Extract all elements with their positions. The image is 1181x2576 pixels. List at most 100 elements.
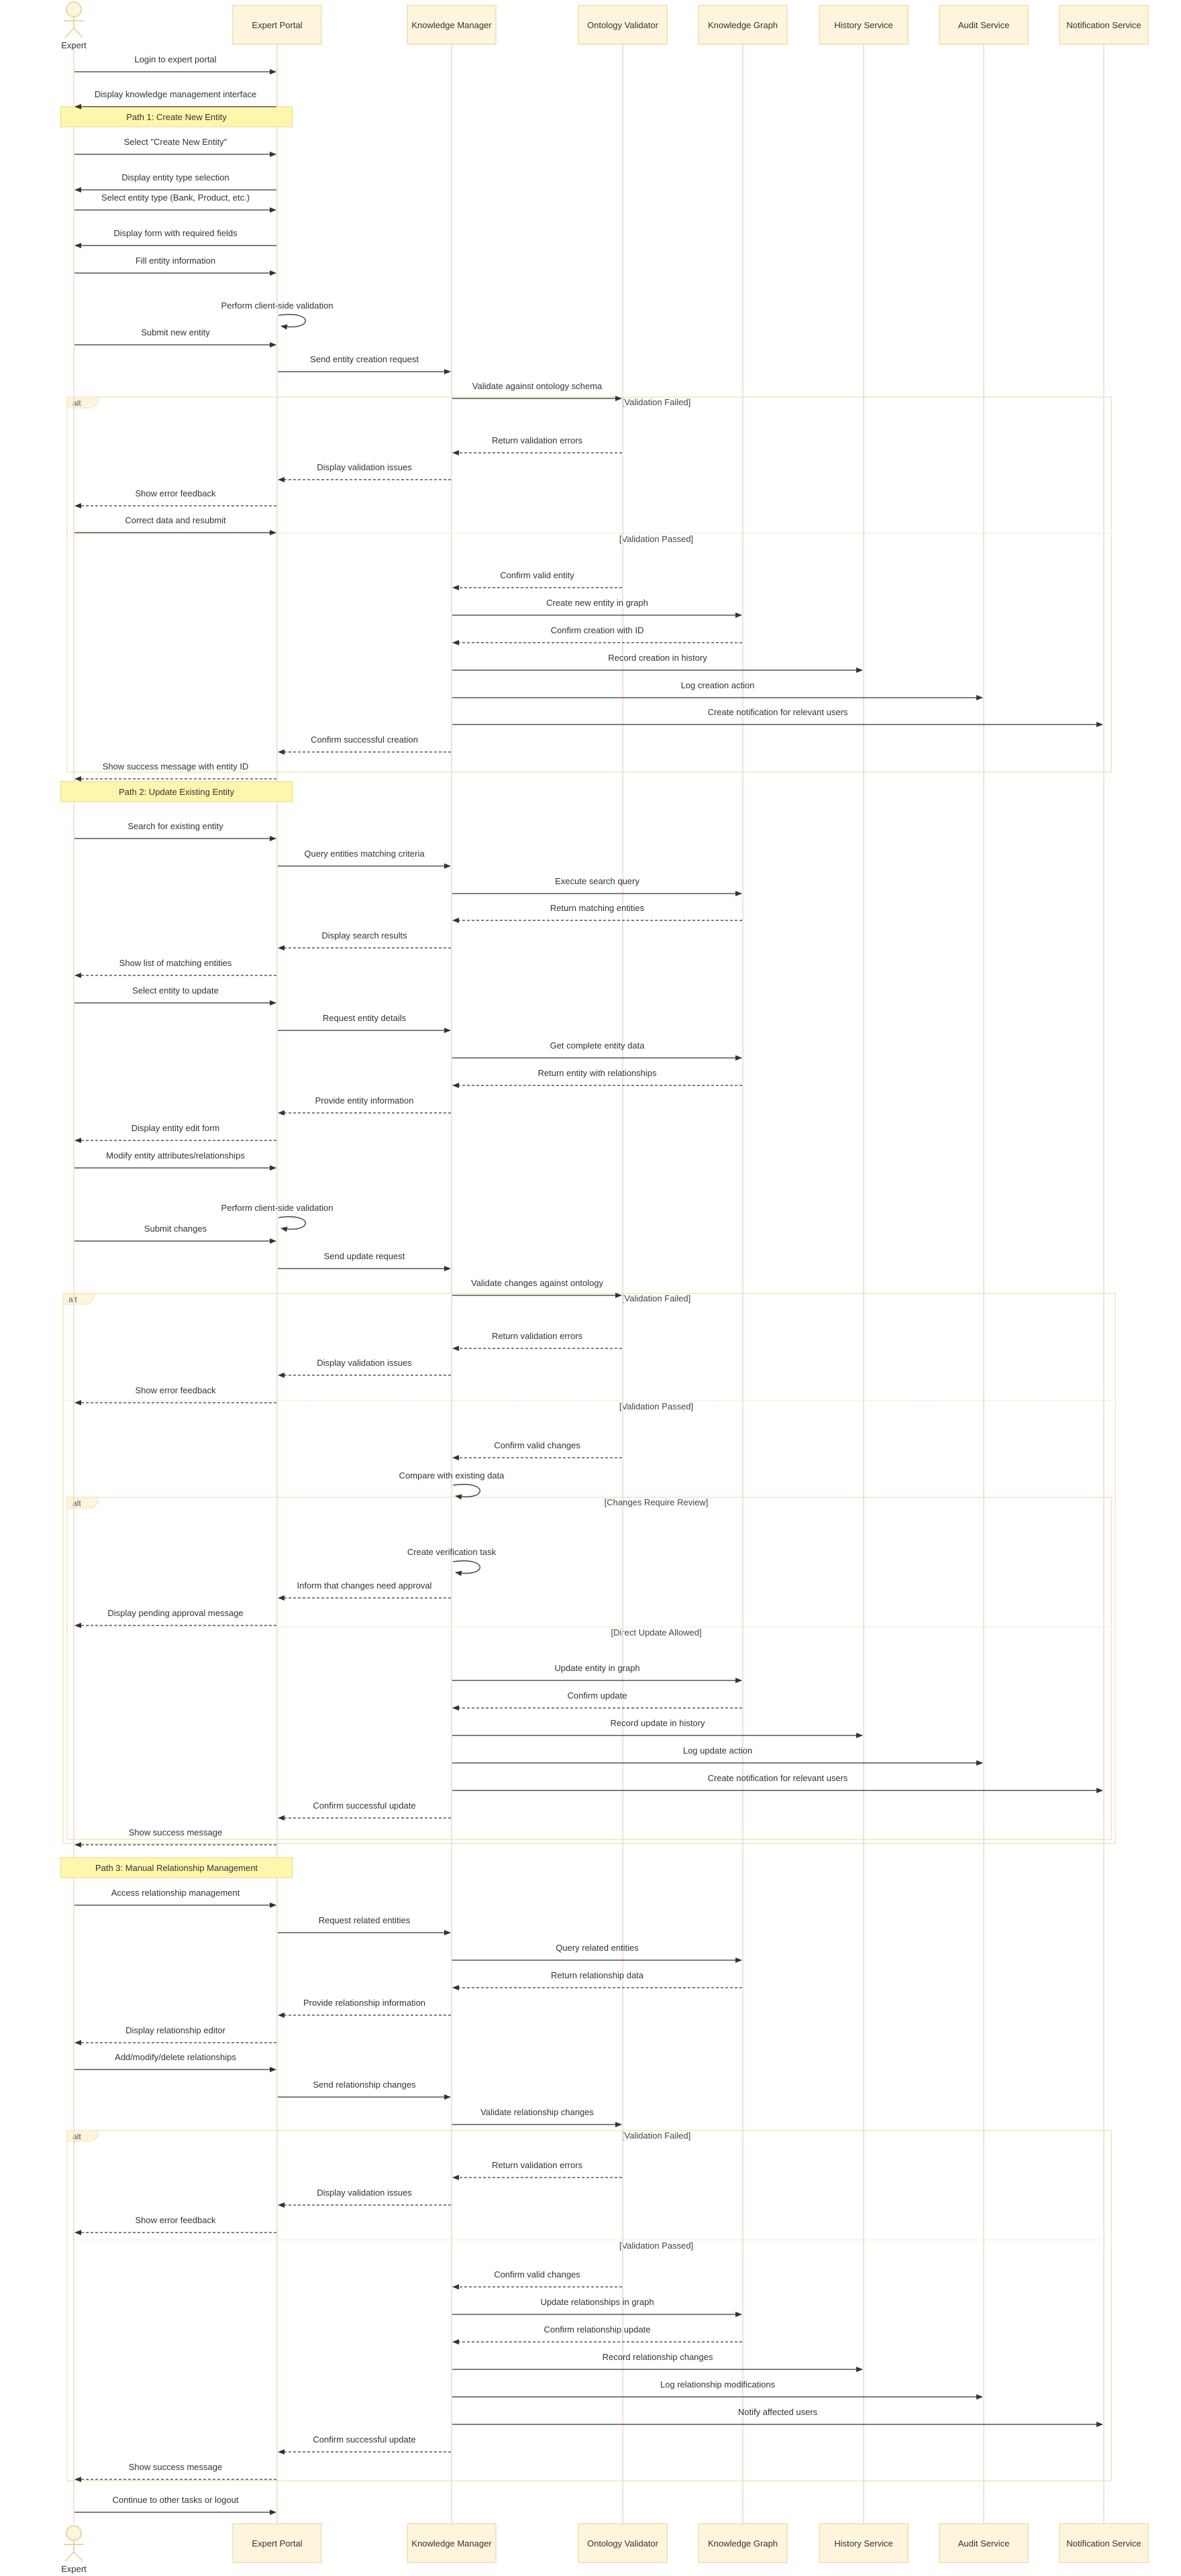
participant-expert-bottom: Expert xyxy=(61,2525,87,2574)
message-label: Confirm valid changes xyxy=(494,2269,580,2279)
message-get-complete-entity-data: Get complete entity data xyxy=(452,1040,742,1061)
message-label: Validate changes against ontology xyxy=(471,1278,604,1288)
message-access-relationship-management: Access relationship management xyxy=(74,1888,276,1908)
message-label: Query related entities xyxy=(556,1943,639,1953)
actor-leg-icon xyxy=(73,2551,83,2562)
message-confirm-successful-creation: Confirm successful creation xyxy=(278,735,451,755)
participant-label: Audit Service xyxy=(958,2538,1010,2548)
participant-label: Audit Service xyxy=(958,20,1010,30)
messages-layer: Login to expert portal Display knowledge … xyxy=(74,54,1103,2515)
message-validate-relationship-changes: Validate relationship changes xyxy=(452,2107,622,2127)
message-label: Display relationship editor xyxy=(125,2025,226,2035)
alt-keyword: alt xyxy=(68,1295,77,1304)
message-label: Create new entity in graph xyxy=(546,598,648,608)
participants-layer: Expert Expert Expert Portal Expert Portal Kn… xyxy=(61,1,1149,2574)
self-message-arrow xyxy=(278,314,306,330)
message-validate-against-ontology-schema: Validate against ontology schema xyxy=(452,381,622,401)
note-label: Path 2: Update Existing Entity xyxy=(119,787,234,797)
message-label: Return relationship data xyxy=(551,1970,644,1980)
message-label: Validate relationship changes xyxy=(480,2107,594,2117)
message-compare-with-existing-data: Compare with existing data xyxy=(399,1470,505,1500)
message-label: Return matching entities xyxy=(550,903,645,913)
message-create-verification-task: Create verification task xyxy=(407,1547,497,1576)
message-label: Update relationships in graph xyxy=(540,2297,654,2307)
message-display-pending-approval-message: Display pending approval message xyxy=(74,1608,276,1628)
alt-frame-border xyxy=(66,396,1112,773)
message-label: Get complete entity data xyxy=(550,1040,646,1051)
message-display-validation-issues: Display validation issues xyxy=(278,1358,451,1378)
message-record-creation-in-history: Record creation in history xyxy=(452,653,863,673)
participant-label: Ontology Validator xyxy=(587,2538,659,2548)
alt-frame-tag xyxy=(66,2130,99,2142)
message-label: Submit changes xyxy=(144,1224,207,1234)
note-path3: Path 3: Manual Relationship Management xyxy=(60,1857,293,1878)
message-provide-relationship-information: Provide relationship information xyxy=(278,1998,451,2018)
participant-ov-bottom: Ontology Validator xyxy=(578,2523,668,2563)
message-label: Perform client-side validation xyxy=(221,301,333,311)
participant-box xyxy=(819,2523,909,2563)
participant-box xyxy=(819,5,909,45)
participant-as-top: Audit Service xyxy=(939,5,1029,45)
message-send-entity-creation-request: Send entity creation request xyxy=(278,354,451,374)
message-label: Confirm successful update xyxy=(313,1801,415,1811)
message-label: Display entity type selection xyxy=(121,172,229,182)
note-path2: Path 2: Update Existing Entity xyxy=(60,781,293,802)
message-request-related-entities: Request related entities xyxy=(278,1915,451,1935)
message-record-relationship-changes: Record relationship changes xyxy=(452,2352,863,2372)
participant-km-bottom: Knowledge Manager xyxy=(407,2523,497,2563)
message-return-entity-with-relationships: Return entity with relationships xyxy=(452,1068,742,1088)
message-show-success-message-with-entity-id: Show success message with entity ID xyxy=(74,761,276,782)
message-label: Record creation in history xyxy=(608,653,707,663)
message-confirm-update: Confirm update xyxy=(452,1690,742,1711)
message-label: Show error feedback xyxy=(136,488,216,498)
message-label: Provide entity information xyxy=(315,1095,414,1106)
message-return-validation-errors: Return validation errors xyxy=(452,2160,622,2180)
alt-condition: [Changes Require Review] xyxy=(605,1497,709,1507)
alt-keyword: alt xyxy=(72,398,81,408)
message-label: Login to expert portal xyxy=(134,54,216,64)
message-label: Request entity details xyxy=(323,1013,407,1023)
message-label: Access relationship management xyxy=(111,1888,240,1898)
participant-hs-top: History Service xyxy=(819,5,909,45)
alt-condition: [Validation Passed] xyxy=(619,1401,693,1411)
message-modify-entity-attributes-relationships: Modify entity attributes/relationships xyxy=(74,1150,276,1171)
note-path1: Path 1: Create New Entity xyxy=(60,106,293,127)
message-label: Send update request xyxy=(324,1251,405,1261)
message-label: Show list of matching entities xyxy=(119,958,232,968)
message-label: Create verification task xyxy=(407,1547,497,1557)
message-update-relationships-in-graph: Update relationships in graph xyxy=(452,2297,742,2317)
participant-box xyxy=(939,2523,1029,2563)
participant-ov-top: Ontology Validator xyxy=(578,5,668,45)
participant-label: Knowledge Manager xyxy=(411,20,492,30)
message-label: Create notification for relevant users xyxy=(708,707,848,717)
participant-portal-top: Expert Portal xyxy=(232,5,322,45)
message-display-knowledge-management-interface: Display knowledge management interface xyxy=(74,89,276,109)
note-label: Path 1: Create New Entity xyxy=(126,112,227,122)
message-label: Execute search query xyxy=(555,876,639,886)
participant-label: Expert Portal xyxy=(252,2538,302,2548)
message-label: Add/modify/delete relationships xyxy=(115,2052,236,2062)
message-label: Display search results xyxy=(321,930,407,941)
participant-label: Expert Portal xyxy=(252,20,302,30)
message-record-update-in-history: Record update in history xyxy=(452,1718,863,1738)
alt-condition: [Direct Update Allowed] xyxy=(611,1627,701,1638)
message-display-entity-edit-form: Display entity edit form xyxy=(74,1123,276,1143)
alt-frame-tag xyxy=(66,396,99,409)
message-label: Return entity with relationships xyxy=(537,1068,657,1078)
participant-box xyxy=(698,5,788,45)
message-label: Perform client-side validation xyxy=(221,1203,333,1213)
alt-keyword: alt xyxy=(72,2132,81,2141)
message-display-validation-issues: Display validation issues xyxy=(278,462,451,482)
alt-frame-3: alt [Changes Require Review] [Direct Updat… xyxy=(66,1497,1112,1840)
actor-head-icon xyxy=(66,2525,82,2541)
alt-frame-border xyxy=(66,2130,1112,2481)
message-select-create-new-entity: Select "Create New Entity" xyxy=(74,137,276,157)
message-label: Return validation errors xyxy=(492,435,583,445)
message-login-to-expert-portal: Login to expert portal xyxy=(74,54,276,74)
participant-box xyxy=(939,5,1029,45)
alt-condition: [Validation Failed] xyxy=(622,1293,690,1303)
message-select-entity-type-bank-product-etc: Select entity type (Bank, Product, etc.) xyxy=(74,193,276,213)
message-label: Confirm update xyxy=(568,1690,627,1701)
message-label: Send relationship changes xyxy=(313,2080,416,2090)
